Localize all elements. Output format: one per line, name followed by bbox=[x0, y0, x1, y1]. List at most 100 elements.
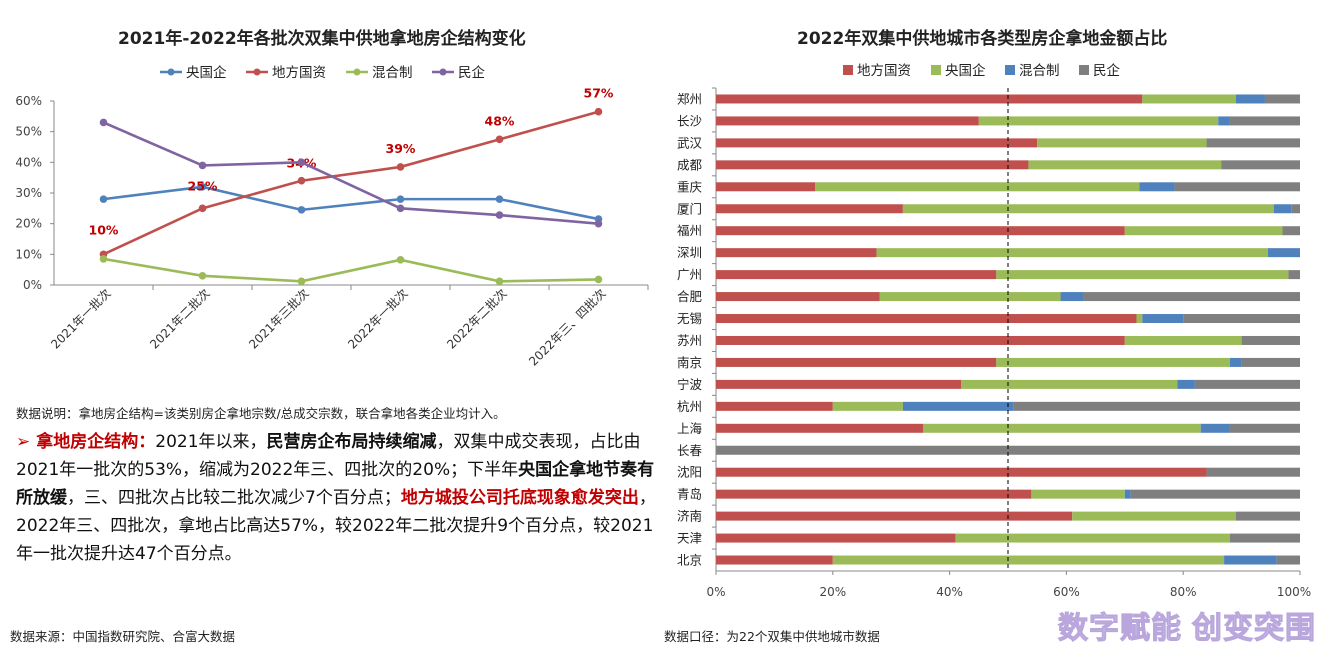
data-point bbox=[99, 118, 108, 127]
city-label: 合肥 bbox=[677, 289, 703, 304]
bar-chart-title: 2022年双集中供地城市各类型房企拿地金额占比 bbox=[797, 29, 1168, 49]
data-point bbox=[99, 255, 108, 263]
bar-segment bbox=[961, 379, 1178, 389]
x-tick-label: 60% bbox=[1053, 585, 1080, 599]
x-tick-label: 2022年一批次 bbox=[344, 286, 410, 352]
para-text: ，2022年三、四批次，拿地占比高达57%，较2022年二批次提升9个百分点，较… bbox=[16, 488, 656, 564]
city-label: 长春 bbox=[677, 443, 703, 458]
bar-segment bbox=[716, 423, 924, 433]
arrow-bullet-icon: ➢ bbox=[16, 432, 31, 452]
line-chart: 0% 10% 20% 30% 40% 50% 60% 2021年一批次 2021年二批次 2021… bbox=[15, 64, 649, 369]
y-tick-label: 60% bbox=[15, 94, 42, 108]
bar-segment bbox=[832, 401, 903, 411]
city-label: 北京 bbox=[677, 553, 702, 568]
data-label: 10% bbox=[89, 222, 119, 237]
data-point bbox=[198, 272, 207, 280]
bar-segment bbox=[1031, 489, 1125, 499]
y-tick-label: 40% bbox=[15, 155, 42, 169]
city-label: 苏州 bbox=[677, 333, 702, 348]
data-point bbox=[495, 211, 504, 219]
city-label: 福州 bbox=[677, 223, 702, 238]
data-point bbox=[594, 219, 603, 228]
bar-segment bbox=[978, 116, 1219, 126]
legend-marker bbox=[439, 68, 447, 76]
series-line bbox=[103, 185, 599, 221]
data-source: 数据来源：中国指数研究院、合富大数据 bbox=[10, 629, 236, 644]
data-point bbox=[198, 204, 207, 213]
legend-marker bbox=[253, 68, 261, 76]
logo-line: 数字赋能 bbox=[1058, 611, 1182, 646]
bar-segment bbox=[1060, 292, 1084, 302]
data-label: 39% bbox=[386, 141, 416, 156]
bar-segment bbox=[716, 401, 833, 411]
bar-segment bbox=[1200, 423, 1230, 433]
data-point bbox=[495, 195, 504, 203]
bar-segment bbox=[879, 292, 1061, 302]
bar-segment bbox=[996, 357, 1230, 367]
legend-swatch bbox=[1005, 65, 1015, 75]
para-bold: 民营房企布局持续缩减 bbox=[266, 432, 437, 452]
bar-segment bbox=[1142, 314, 1184, 324]
data-point bbox=[396, 256, 405, 264]
slogan-logo: 数字赋能 创变突围 bbox=[1058, 611, 1316, 646]
bar-segment bbox=[716, 292, 880, 302]
data-point bbox=[495, 135, 504, 144]
x-tick-label: 2021年三批次 bbox=[245, 286, 311, 352]
data-point bbox=[396, 163, 405, 171]
city-label: 广州 bbox=[677, 267, 702, 282]
bar-segment bbox=[716, 204, 903, 214]
para-text: 2021年以来， bbox=[155, 432, 267, 452]
bar-segment bbox=[1037, 138, 1207, 148]
bar-segment bbox=[716, 379, 962, 389]
x-tick-label: 40% bbox=[936, 585, 963, 599]
data-point bbox=[396, 195, 405, 203]
legend-swatch bbox=[843, 65, 853, 75]
bar-segment bbox=[716, 555, 833, 565]
bar-segment bbox=[923, 423, 1201, 433]
bar-segment bbox=[716, 314, 1137, 324]
bar-segment bbox=[1267, 248, 1300, 258]
legend-label: 地方国资 bbox=[272, 65, 326, 81]
bar-segment bbox=[1241, 357, 1300, 367]
legend-label: 混合制 bbox=[1019, 63, 1060, 79]
series-line bbox=[102, 121, 599, 225]
bar-segment bbox=[1174, 182, 1300, 192]
y-tick-label: 50% bbox=[15, 125, 42, 139]
y-tick-label: 20% bbox=[15, 217, 42, 231]
city-label: 郑州 bbox=[677, 91, 702, 106]
bar-segment bbox=[1291, 204, 1300, 214]
city-label: 成都 bbox=[677, 157, 703, 172]
bar-segment bbox=[716, 467, 1207, 477]
bar-segment bbox=[716, 226, 1125, 236]
data-point bbox=[198, 183, 207, 191]
city-label: 长沙 bbox=[677, 113, 703, 128]
bar-segment bbox=[1124, 489, 1131, 499]
city-label: 南京 bbox=[677, 355, 702, 370]
bar-segment bbox=[832, 555, 1225, 565]
bar-segment bbox=[1206, 138, 1300, 148]
bar-segment bbox=[1142, 94, 1236, 104]
bar-segment bbox=[815, 182, 1140, 192]
x-tick-label: 80% bbox=[1170, 585, 1197, 599]
bar-segment bbox=[1264, 94, 1300, 104]
bar-segment bbox=[716, 116, 979, 126]
bar-segment bbox=[1083, 292, 1300, 302]
bar-segment bbox=[716, 138, 1038, 148]
legend-marker bbox=[353, 68, 361, 76]
legend-label: 央国企 bbox=[945, 62, 986, 79]
bar-chart: 0% 20% 40% 60% 80% 100% 郑州长沙武汉成都重庆厦门福州深圳广州合肥无锡… bbox=[677, 62, 1311, 599]
analysis-paragraph: ➢ 拿地房企结构：2021年以来，民营房企布局持续缩减，双集中成交表现，占比由20… bbox=[16, 428, 661, 568]
data-scope-note: 数据口径：为22个双集中供地城市数据 bbox=[664, 629, 880, 644]
data-point bbox=[99, 195, 108, 203]
city-label: 深圳 bbox=[677, 245, 702, 260]
bar-segment bbox=[1235, 94, 1265, 104]
bar-segment bbox=[716, 335, 1125, 345]
legend-label: 民企 bbox=[1093, 62, 1121, 79]
legend-label: 民企 bbox=[458, 64, 485, 81]
legend-label: 央国企 bbox=[186, 64, 227, 81]
city-label: 武汉 bbox=[677, 135, 703, 150]
data-label: 57% bbox=[584, 86, 614, 101]
city-label: 青岛 bbox=[677, 487, 702, 502]
bar-segment bbox=[1229, 116, 1300, 126]
